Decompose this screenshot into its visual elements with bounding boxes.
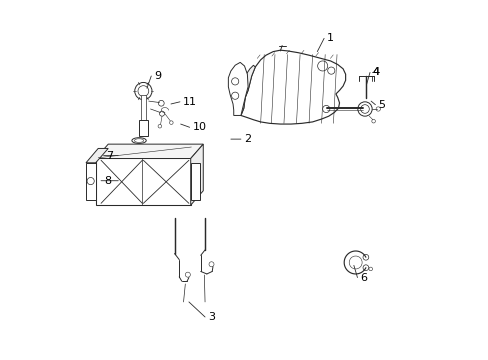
Circle shape xyxy=(158,100,164,106)
Circle shape xyxy=(357,102,371,116)
Polygon shape xyxy=(241,50,345,124)
Polygon shape xyxy=(228,62,247,116)
Bar xyxy=(140,95,146,120)
Circle shape xyxy=(231,92,238,99)
Text: 8: 8 xyxy=(104,176,111,186)
Circle shape xyxy=(327,67,334,74)
Circle shape xyxy=(138,86,148,96)
Text: 1: 1 xyxy=(326,33,333,43)
Ellipse shape xyxy=(132,138,146,143)
Polygon shape xyxy=(96,158,190,205)
Polygon shape xyxy=(96,144,203,158)
Circle shape xyxy=(317,61,327,71)
Text: 4: 4 xyxy=(372,67,379,77)
Circle shape xyxy=(322,105,329,113)
Circle shape xyxy=(348,256,362,269)
Polygon shape xyxy=(190,163,199,200)
Circle shape xyxy=(371,120,375,123)
Polygon shape xyxy=(234,65,255,116)
Circle shape xyxy=(185,272,190,277)
Text: 9: 9 xyxy=(154,71,161,81)
Text: 5: 5 xyxy=(378,100,385,110)
Circle shape xyxy=(362,255,368,260)
Circle shape xyxy=(87,177,94,185)
Polygon shape xyxy=(86,148,108,163)
Circle shape xyxy=(360,105,368,113)
Text: 10: 10 xyxy=(192,122,206,132)
Circle shape xyxy=(368,267,372,271)
Polygon shape xyxy=(86,163,96,200)
Text: 2: 2 xyxy=(244,134,250,144)
Circle shape xyxy=(208,262,214,267)
Text: 4: 4 xyxy=(372,67,379,77)
Circle shape xyxy=(135,82,152,100)
Text: 11: 11 xyxy=(183,97,196,107)
Circle shape xyxy=(159,111,164,116)
Bar xyxy=(139,121,147,135)
Ellipse shape xyxy=(134,139,143,142)
Circle shape xyxy=(362,265,368,271)
Polygon shape xyxy=(190,144,203,205)
Circle shape xyxy=(169,121,173,125)
Circle shape xyxy=(375,107,380,111)
Text: 7: 7 xyxy=(106,150,113,161)
Circle shape xyxy=(158,125,162,128)
Circle shape xyxy=(231,78,238,85)
Text: 6: 6 xyxy=(360,273,366,283)
Text: 3: 3 xyxy=(207,312,215,322)
